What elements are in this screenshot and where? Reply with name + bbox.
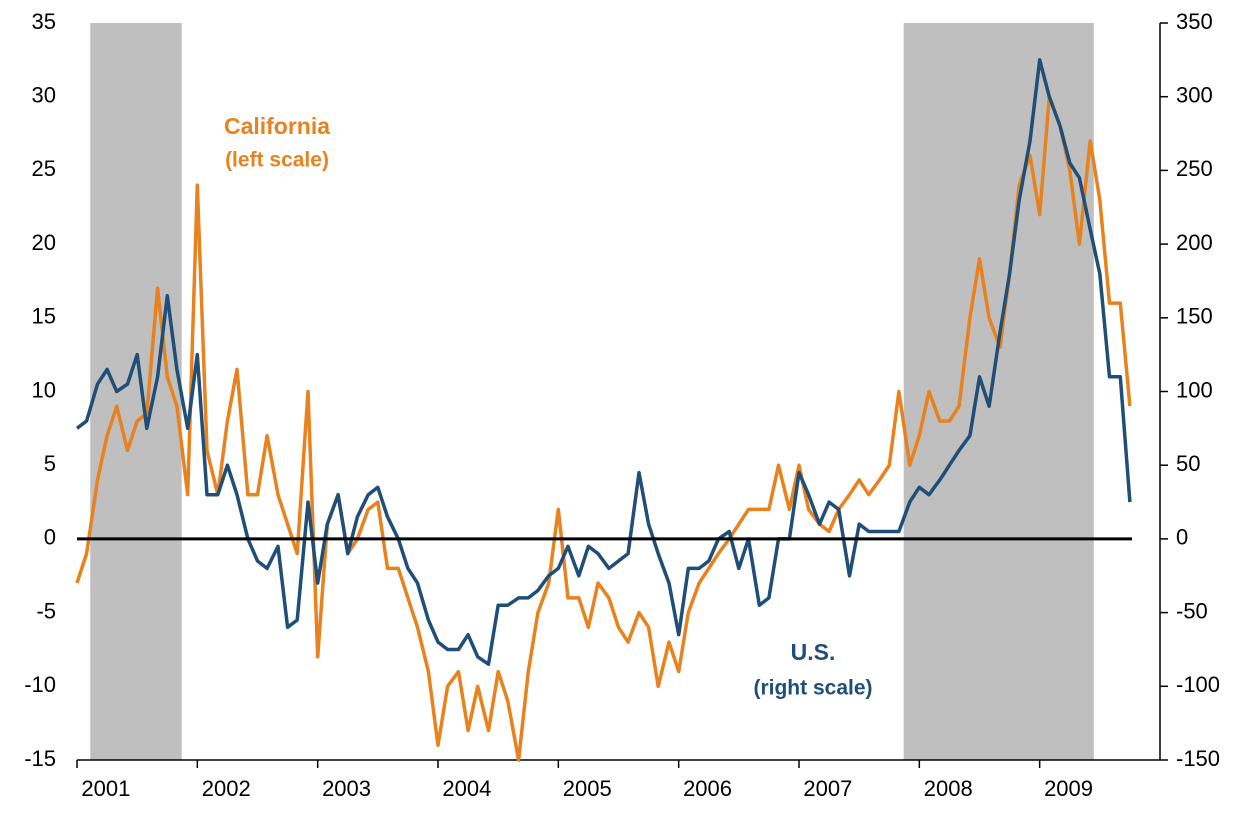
- y-tick-label: -5: [36, 598, 56, 623]
- annotation: California: [224, 113, 330, 139]
- x-tick-label: 2005: [563, 776, 612, 801]
- x-tick-label: 2004: [442, 776, 491, 801]
- y2-tick-label: -150: [1176, 746, 1220, 771]
- y2-tick-label: 200: [1176, 230, 1213, 255]
- x-tick-label: 2006: [683, 776, 732, 801]
- annotation: (right scale): [753, 677, 872, 700]
- y-tick-label: 5: [44, 451, 56, 476]
- y2-tick-label: 150: [1176, 304, 1213, 329]
- y-tick-label: 35: [32, 9, 56, 34]
- y-tick-label: -10: [24, 672, 56, 697]
- y-tick-label: 20: [32, 230, 56, 255]
- x-tick-label: 2002: [202, 776, 251, 801]
- series-line: [75, 94, 1132, 762]
- x-tick-label: 2009: [1044, 776, 1093, 801]
- y-tick-label: 10: [32, 377, 56, 402]
- x-tick-label: 2003: [322, 776, 371, 801]
- y2-tick-label: 0: [1176, 525, 1188, 550]
- annotation: (left scale): [225, 149, 329, 172]
- x-tick-label: 2008: [924, 776, 973, 801]
- x-tick-label: 2007: [803, 776, 852, 801]
- y2-tick-label: 250: [1176, 156, 1213, 181]
- y-tick-label: 0: [44, 525, 56, 550]
- y2-tick-label: 350: [1176, 9, 1213, 34]
- y-tick-label: 15: [32, 304, 56, 329]
- x-tick-label: 2001: [81, 776, 130, 801]
- y-tick-label: -15: [24, 746, 56, 771]
- recession-band: [903, 23, 1094, 760]
- y2-tick-label: 300: [1176, 83, 1213, 108]
- y-tick-label: 25: [32, 156, 56, 181]
- annotation: U.S.: [791, 639, 836, 665]
- recession-band: [90, 23, 182, 760]
- series-line: [75, 58, 1132, 666]
- y2-tick-label: -50: [1176, 598, 1208, 623]
- y2-tick-label: -100: [1176, 672, 1220, 697]
- y2-tick-label: 100: [1176, 377, 1213, 402]
- y2-tick-label: 50: [1176, 451, 1200, 476]
- y-tick-label: 30: [32, 83, 56, 108]
